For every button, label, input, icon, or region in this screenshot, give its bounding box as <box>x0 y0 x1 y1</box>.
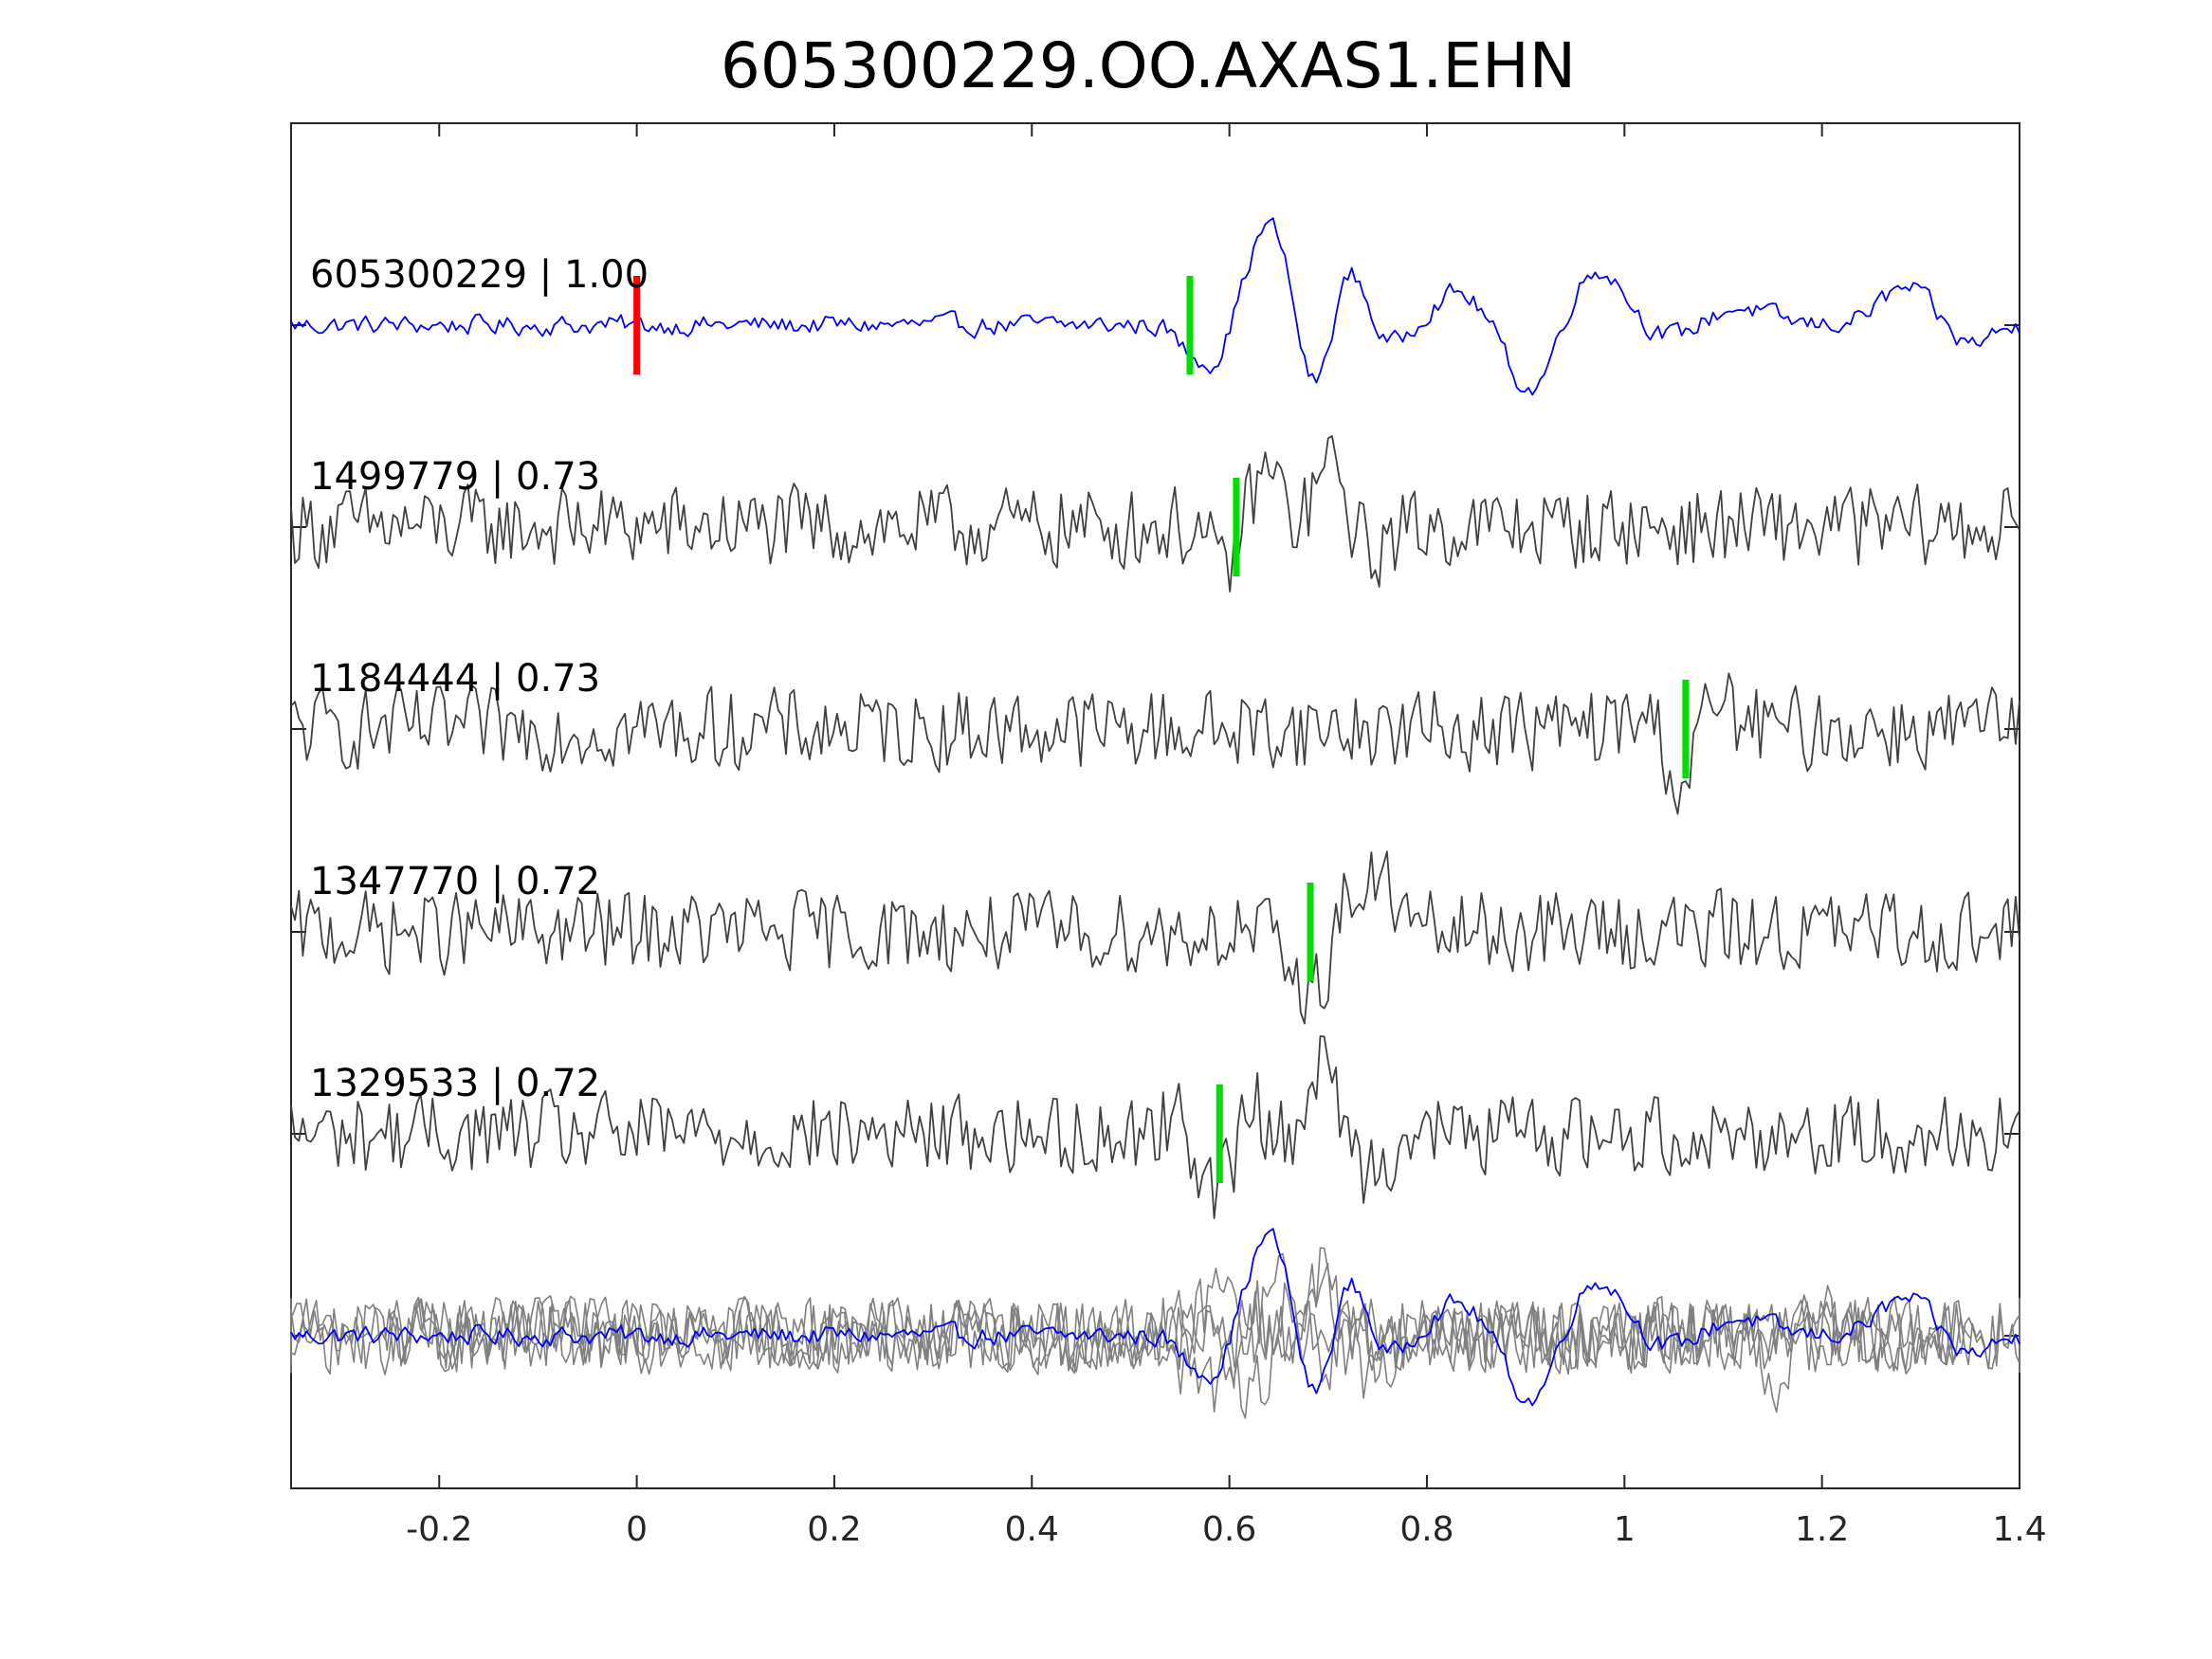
stack-trace-4 <box>290 1247 2020 1413</box>
trace-line-2 <box>290 672 2020 815</box>
trace-label-0: 605300229 | 1.00 <box>310 253 649 297</box>
chart-title: 605300229.OO.AXAS1.EHN <box>721 29 1576 102</box>
x-tick-label: 0.2 <box>807 1510 861 1549</box>
x-axis: -0.2 0 0.2 0.4 0.6 0.8 1 1.2 1.4 <box>291 123 2047 1549</box>
trace-line-3 <box>290 850 2020 1025</box>
trace-label-3: 1347770 | 0.72 <box>310 860 600 903</box>
trace-labels: 605300229 | 1.00 1499779 | 0.73 1184444 | … <box>310 253 649 1105</box>
trace-panel <box>290 217 2020 1219</box>
trace-line-1 <box>290 435 2020 592</box>
overlay-stack <box>290 1228 2020 1419</box>
trace-label-1: 1499779 | 0.73 <box>310 455 600 499</box>
pick-markers <box>633 276 1690 1183</box>
trace-label-4: 1329533 | 0.72 <box>310 1062 600 1105</box>
trace-label-2: 1184444 | 0.73 <box>310 657 600 701</box>
x-tick-label: -0.2 <box>406 1510 472 1549</box>
trace-line-0 <box>290 217 2020 396</box>
stack-trace-3 <box>290 1263 1962 1419</box>
trace-line-4 <box>290 1035 2020 1219</box>
x-tick-label: 0.8 <box>1399 1510 1453 1549</box>
x-tick-label: 0 <box>626 1510 648 1549</box>
stack-template-trace <box>290 1228 2020 1407</box>
x-tick-label: 0.6 <box>1202 1510 1256 1549</box>
stack-trace-2 <box>389 1285 2020 1413</box>
x-tick-label: 0.4 <box>1005 1510 1059 1549</box>
x-tick-label: 1 <box>1614 1510 1636 1549</box>
x-tick-label: 1.4 <box>1992 1510 2046 1549</box>
x-tick-label: 1.2 <box>1795 1510 1849 1549</box>
plot-area <box>290 122 2020 1489</box>
